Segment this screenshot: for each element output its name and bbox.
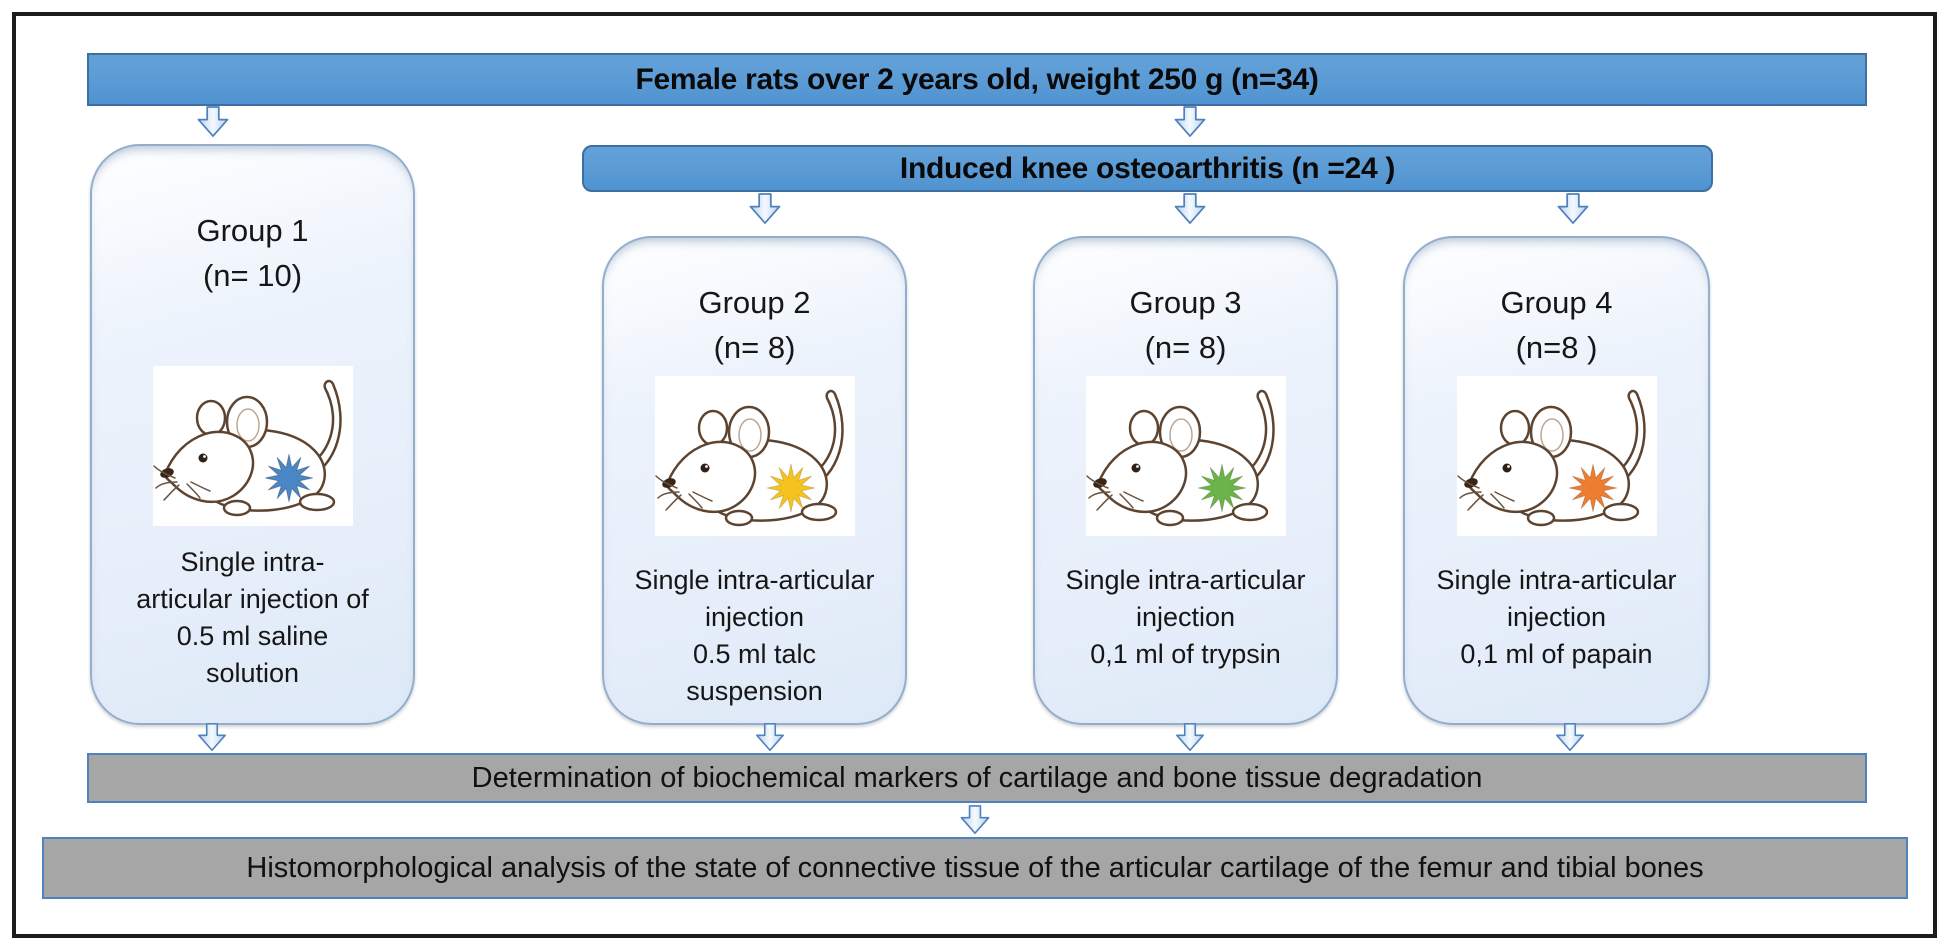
group-3-n: (n= 8): [1144, 330, 1227, 365]
rat-illustration: [654, 376, 855, 536]
group-box-2: Group 2 (n= 8) Single intra-articular in…: [602, 236, 907, 725]
group-2-name: Group 2: [698, 285, 811, 320]
group-1-title: Group 1 (n= 10): [196, 208, 308, 298]
down-arrow-icon: [749, 193, 781, 224]
group-2-description: Single intra-articular injection 0.5 ml …: [634, 565, 875, 706]
group-1-n: (n= 10): [202, 258, 303, 293]
top-population-label: Female rats over 2 years old, weight 250…: [635, 62, 1319, 96]
group-3-description: Single intra-articular injection 0,1 ml …: [1065, 565, 1306, 669]
histomorphology-bar: Histomorphological analysis of the state…: [42, 837, 1908, 899]
down-arrow-icon: [198, 723, 226, 752]
group-2-n: (n= 8): [713, 330, 796, 365]
group-2-title: Group 2 (n= 8): [698, 280, 810, 370]
down-arrow-icon: [1174, 106, 1206, 137]
rat-illustration: [1085, 376, 1286, 536]
top-population-bar: Female rats over 2 years old, weight 250…: [87, 53, 1867, 106]
down-arrow-icon: [960, 805, 990, 834]
rat-illustration: [152, 366, 353, 526]
group-box-1: Group 1 (n= 10) Single intra- articular …: [90, 144, 415, 725]
down-arrow-icon: [197, 106, 229, 137]
group-box-3: Group 3 (n= 8) Single intra-articular in…: [1033, 236, 1338, 725]
down-arrow-icon: [1174, 193, 1206, 224]
group-3-name: Group 3: [1129, 285, 1242, 320]
group-4-name: Group 4: [1500, 285, 1613, 320]
down-arrow-icon: [1176, 723, 1204, 752]
group-3-title: Group 3 (n= 8): [1129, 280, 1241, 370]
biochem-markers-label: Determination of biochemical markers of …: [471, 761, 1483, 794]
group-1-description: Single intra- articular injection of 0.5…: [136, 547, 369, 688]
group-box-4: Group 4 (n=8 ) Single intra-articular in…: [1403, 236, 1710, 725]
induced-osteoarthritis-label: Induced knee osteoarthritis (n =24 ): [899, 151, 1396, 185]
induced-osteoarthritis-bar: Induced knee osteoarthritis (n =24 ): [582, 145, 1713, 192]
group-1-name: Group 1: [196, 213, 309, 248]
biochem-markers-bar: Determination of biochemical markers of …: [87, 753, 1867, 803]
group-4-n: (n=8 ): [1515, 330, 1598, 365]
down-arrow-icon: [1557, 193, 1589, 224]
down-arrow-icon: [1556, 723, 1584, 752]
down-arrow-icon: [756, 723, 784, 752]
rat-illustration: [1456, 376, 1657, 536]
group-4-title: Group 4 (n=8 ): [1500, 280, 1612, 370]
outer-border-frame: [12, 12, 1937, 938]
histomorphology-label: Histomorphological analysis of the state…: [246, 851, 1704, 884]
group-4-description: Single intra-articular injection 0,1 ml …: [1436, 565, 1677, 669]
